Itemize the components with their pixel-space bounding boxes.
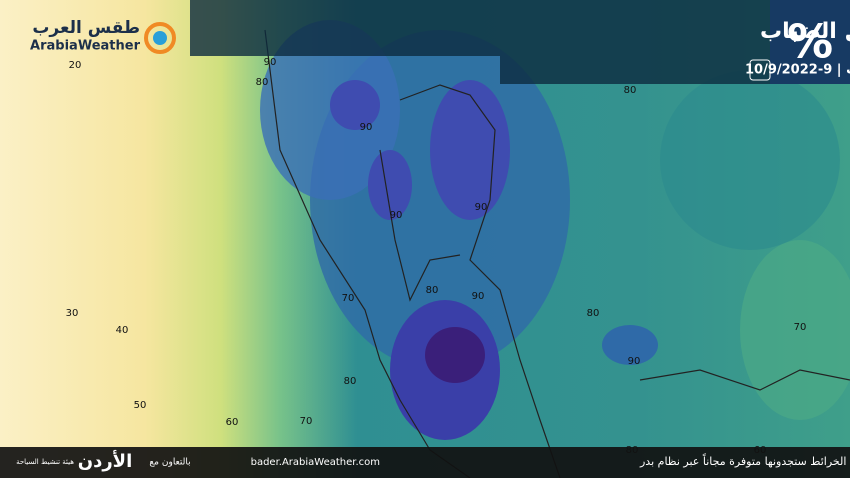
contour-label: 20	[69, 60, 82, 71]
contour-label: 70	[794, 322, 807, 333]
title-band	[190, 0, 770, 56]
coastlines	[264, 29, 850, 478]
contour-label: 70	[300, 416, 313, 427]
humidity-blobs	[260, 20, 850, 440]
date: صباح الجمعة و السبت | 9-10/9/2022	[745, 63, 850, 78]
contour-label: 90	[628, 356, 641, 367]
contour-label: 90	[472, 291, 485, 302]
percent-icon: %	[787, 15, 833, 69]
partner-name: الأردن	[78, 450, 133, 472]
contour-label: 80	[624, 85, 637, 96]
partner-sub: هيئة تنشيط السياحة	[16, 458, 74, 466]
contour-label: 50	[134, 400, 147, 411]
footer-band	[0, 447, 850, 478]
footer-note: لمزيد من الخرائط ستجدونها متوفرة مجاناً …	[639, 453, 850, 468]
date-band	[500, 56, 770, 84]
contour-label: 70	[342, 293, 355, 304]
contour-label: 60	[226, 417, 239, 428]
logo-arabic: طقس العرب	[32, 18, 140, 38]
title: قطر : أجواء رطبة للغاية ليلاً و صباحاً م…	[760, 14, 850, 44]
partner-intro: بالتعاون مع	[149, 458, 190, 468]
logo-english: ArabiaWeather	[30, 39, 141, 54]
contour-label: 80	[344, 376, 357, 387]
contour-label: 80	[256, 77, 269, 88]
calendar-icon	[749, 59, 771, 81]
contour-label: 90	[475, 202, 488, 213]
contour-label: 40	[116, 325, 129, 336]
contour-label: 80	[587, 308, 600, 319]
contour-label: 90	[360, 122, 373, 133]
contour-label: 90	[390, 210, 403, 221]
contour-label: 30	[66, 308, 79, 319]
footer-url: bader.ArabiaWeather.com	[251, 457, 380, 468]
logo-mark	[144, 22, 176, 54]
icon-box	[770, 0, 850, 84]
logo-core	[153, 31, 167, 45]
contour-label: 80	[426, 285, 439, 296]
contour-label: 90	[264, 57, 277, 68]
